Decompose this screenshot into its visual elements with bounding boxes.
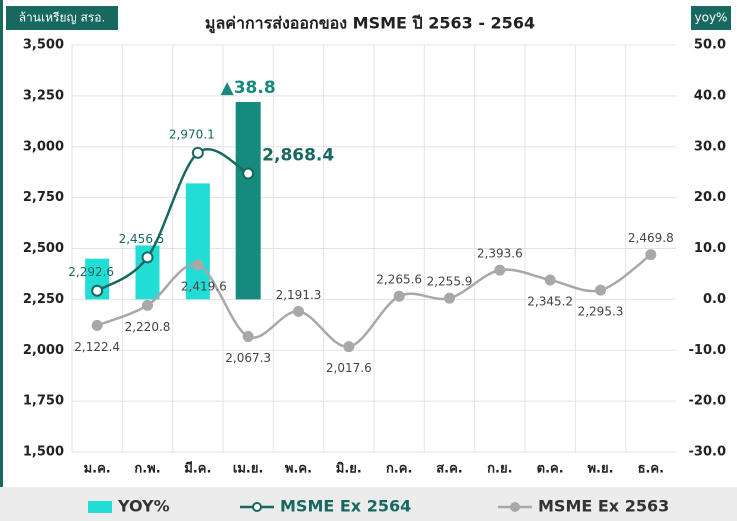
line	[96, 148, 249, 292]
value-label: 2,191.3	[276, 288, 322, 302]
value-label: 2,067.3	[225, 351, 271, 365]
bar-value-label: ▲38.8	[221, 78, 276, 98]
marker	[393, 290, 405, 302]
value-label: 2,122.4	[74, 340, 120, 354]
marker	[544, 274, 556, 286]
y-label-box	[6, 6, 118, 30]
bar	[185, 183, 210, 300]
marker	[343, 341, 355, 353]
x-tick-label: ต.ค.	[537, 462, 564, 477]
marker	[91, 319, 103, 331]
value-label: 2,393.6	[477, 247, 523, 261]
x-tick-label: ก.พ.	[134, 462, 160, 477]
y-tick-label: 2,250	[23, 292, 64, 307]
bar	[235, 101, 261, 300]
legend-marker	[252, 502, 262, 512]
x-tick-label: ก.ย.	[487, 462, 512, 477]
legend-marker	[510, 502, 520, 512]
legend-label: MSME Ex 2563	[538, 497, 669, 516]
y-tick-label: 2,000	[23, 343, 64, 358]
x-tick-label: ธ.ค.	[638, 462, 665, 477]
y2-tick-label: 40.0	[694, 88, 726, 103]
chart-title: มูลค่าการส่งออกของ MSME ปี 2563 - 2564	[205, 14, 535, 35]
y2-tick-label: 10.0	[694, 241, 726, 256]
marker	[494, 264, 506, 276]
y-tick-label: 2,750	[23, 190, 64, 205]
value-label: 2,265.6	[376, 273, 422, 287]
y2-axis-label: yoy%	[695, 11, 728, 25]
value-label: 2,292.6	[68, 265, 114, 279]
marker	[142, 299, 153, 311]
x-tick-label: มิ.ย.	[336, 462, 362, 477]
value-label: 2,345.2	[527, 295, 573, 309]
value-label: 2,255.9	[427, 275, 473, 289]
marker	[191, 146, 204, 159]
value-label: 2,017.6	[326, 361, 372, 375]
y2-label-box	[691, 6, 731, 30]
legend-swatch	[88, 501, 112, 513]
y-tick-label: 1,750	[23, 394, 64, 409]
y2-tick-label: -10.0	[689, 343, 726, 358]
x-tick-label: พ.ค.	[285, 462, 312, 477]
y-tick-label: 1,500	[23, 445, 64, 460]
y2-tick-label: -30.0	[689, 445, 726, 460]
y2-tick-label: 20.0	[694, 190, 726, 205]
value-label: 2,868.4	[262, 146, 334, 166]
y2-tick-label: 0.0	[703, 292, 726, 307]
legend-bg	[0, 487, 737, 521]
y-tick-label: 3,500	[23, 38, 64, 53]
x-tick-label: ก.ค.	[386, 462, 412, 477]
x-tick-label: พ.ย.	[587, 462, 613, 477]
x-tick-label: เม.ย.	[233, 462, 264, 477]
x-tick-label: มี.ค.	[184, 461, 211, 477]
value-label: 2,469.8	[628, 231, 674, 245]
value-label: 2,419.6	[181, 279, 227, 293]
value-label: 2,970.1	[169, 127, 215, 141]
y2-tick-label: -20.0	[689, 394, 726, 409]
x-tick-label: ส.ค.	[436, 462, 463, 477]
value-label: 2,456.5	[119, 232, 165, 246]
y2-tick-label: 50.0	[694, 38, 726, 53]
marker	[595, 284, 606, 296]
legend-label: YOY%	[117, 497, 170, 516]
marker	[192, 259, 204, 271]
y-tick-label: 3,250	[23, 88, 64, 103]
marker	[141, 251, 154, 264]
marker	[293, 305, 304, 317]
marker	[242, 167, 255, 180]
marker	[645, 249, 657, 261]
y-tick-label: 3,000	[23, 139, 64, 154]
x-tick-label: ม.ค.	[84, 462, 111, 477]
marker	[242, 331, 254, 343]
y2-tick-label: 30.0	[694, 139, 726, 154]
legend-label: MSME Ex 2564	[280, 497, 411, 516]
y-axis-label: ล้านเหรียญ สรอ.	[19, 11, 106, 25]
y-tick-label: 2,500	[23, 241, 64, 256]
left-border	[0, 0, 3, 521]
value-label: 2,295.3	[578, 305, 624, 319]
marker	[444, 292, 455, 304]
value-label: 2,220.8	[125, 320, 171, 334]
marker	[91, 284, 104, 297]
